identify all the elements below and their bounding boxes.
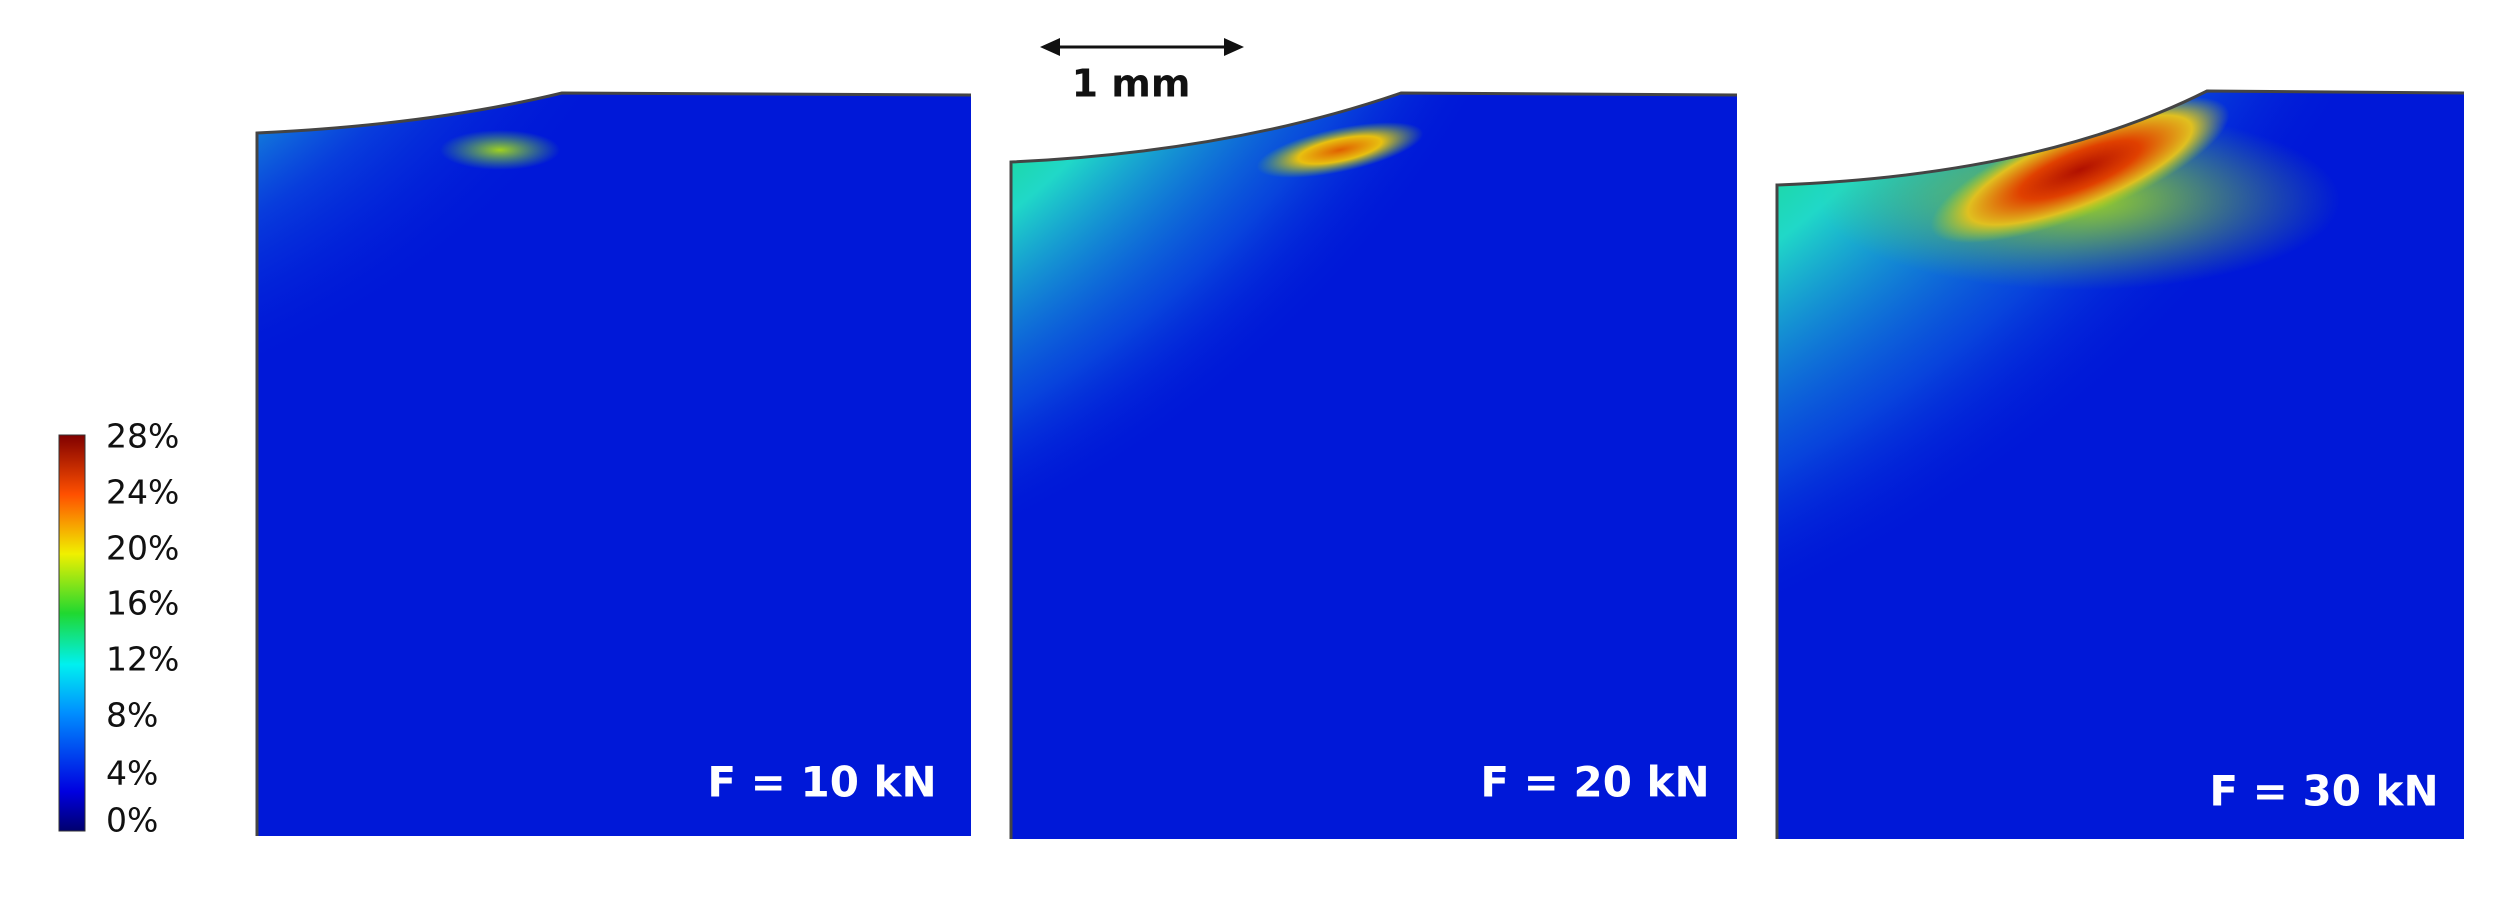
colorbar-label: 24% xyxy=(106,473,179,512)
scale-bar-label: 1 mm xyxy=(1072,62,1191,106)
panel-outline xyxy=(1775,89,2465,839)
panel-field xyxy=(1011,93,1737,839)
panel-label: F = 10 kN xyxy=(707,758,936,807)
panel-label: F = 20 kN xyxy=(1480,758,1709,807)
panel-field xyxy=(1777,91,2464,839)
colorbar-label: 0% xyxy=(106,801,158,840)
panel-field xyxy=(257,93,971,836)
panel-label: F = 30 kN xyxy=(2209,767,2438,816)
colorbar-label: 28% xyxy=(106,417,179,456)
panel-outline xyxy=(1009,91,1738,839)
colorbar-label: 8% xyxy=(106,696,158,735)
colorbar-label: 16% xyxy=(106,584,179,623)
colorbar-label: 12% xyxy=(106,640,179,679)
colorbar-label: 20% xyxy=(106,529,179,568)
colorbar xyxy=(58,434,86,832)
scale-bar xyxy=(1040,38,1244,56)
colorbar-label: 4% xyxy=(106,754,158,793)
panel-outline xyxy=(255,91,972,836)
